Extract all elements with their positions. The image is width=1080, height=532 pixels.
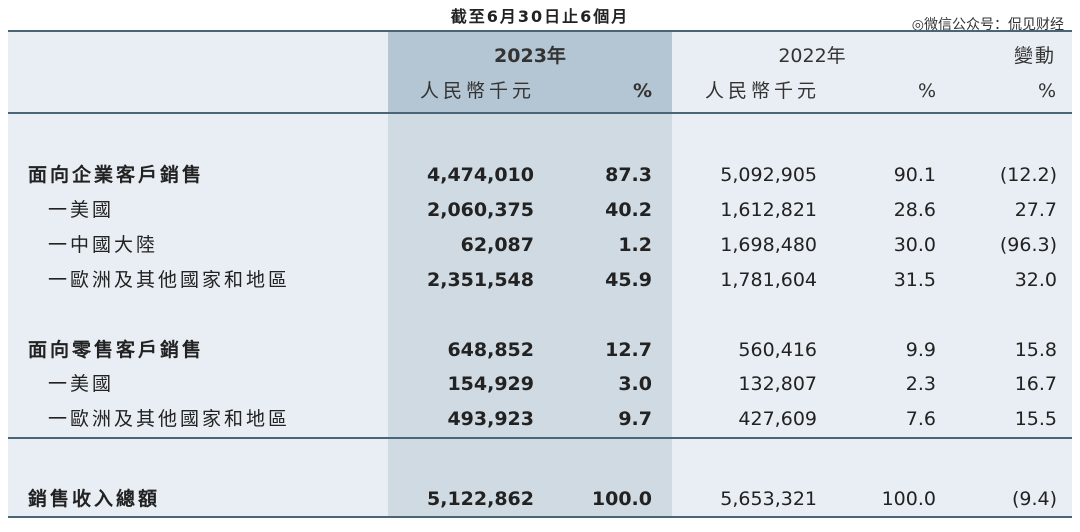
header-change: 變動 [1013,45,1056,67]
watermark-text: ◎微信公众号：侃见财经 [912,14,1064,34]
total-value-2022: 5,653,321 [720,488,817,510]
total-pct-2022: 100.0 [881,488,936,510]
total-label: 銷售收入總額 [28,488,161,510]
value-2022: 5,092,905 [720,164,817,186]
total-change-pct: (9.4) [1011,488,1057,510]
total-pct-2023: 100.0 [591,488,652,510]
value-2023: 493,923 [447,408,534,430]
pct-2022: 90.1 [893,164,936,186]
period-title: 截至6月30日止6個月 [450,7,630,26]
value-2022: 132,807 [738,373,817,395]
row-label: 面向企業客戶銷售 [28,164,205,186]
value-2022: 1,612,821 [720,199,817,221]
pct-2023: 45.9 [605,269,652,291]
value-2023: 4,474,010 [427,164,534,186]
value-2022: 1,698,480 [720,234,817,256]
pct-2023: 40.2 [605,199,652,221]
total-rule [8,437,1072,439]
pct-2023: 3.0 [618,373,652,395]
pct-2022: 9.9 [905,339,936,361]
value-2023: 2,060,375 [427,199,534,221]
change-pct: (12.2) [999,164,1057,186]
watermark-label: 微信公众号：侃见财经 [924,17,1064,33]
total-value-2023: 5,122,862 [427,488,534,510]
header-year-2022: 2022年 [778,45,846,67]
header-pct-2023: % [632,80,652,102]
bottom-rule [8,516,1072,518]
value-2023: 154,929 [447,373,534,395]
pct-2023: 1.2 [618,234,652,256]
change-pct: 16.7 [1014,373,1057,395]
row-label: 一歐洲及其他國家和地區 [48,269,291,291]
pct-2022: 31.5 [893,269,936,291]
change-pct: 27.7 [1014,199,1057,221]
pct-2022: 30.0 [893,234,936,256]
header-pct-change: % [1037,80,1056,102]
value-2022: 560,416 [738,339,817,361]
value-2022: 427,609 [738,408,817,430]
top-rule [8,30,1072,32]
header-pct-2022: % [917,80,936,102]
watermark-icon: ◎ [911,17,924,33]
value-2023: 62,087 [460,234,534,256]
pct-2023: 12.7 [605,339,652,361]
row-label: 一中國大陸 [48,234,159,256]
change-pct: (96.3) [999,234,1057,256]
pct-2023: 9.7 [618,408,652,430]
value-2023: 2,351,548 [427,269,534,291]
change-pct: 32.0 [1014,269,1057,291]
row-label: 一美國 [48,373,115,395]
row-label: 一歐洲及其他國家和地區 [48,408,291,430]
header-year-2023: 2023年 [494,45,566,67]
header-2023-shade [388,30,672,112]
value-2023: 648,852 [447,339,534,361]
change-pct: 15.8 [1014,339,1057,361]
pct-2022: 2.3 [905,373,936,395]
header-rule [8,112,1072,114]
header-currency-2022: 人民幣千元 [705,80,821,102]
row-label: 一美國 [48,199,115,221]
change-pct: 15.5 [1014,408,1057,430]
header-currency-2023: 人民幣千元 [420,80,536,102]
pct-2023: 87.3 [605,164,652,186]
pct-2022: 7.6 [905,408,936,430]
pct-2022: 28.6 [893,199,936,221]
value-2022: 1,781,604 [720,269,817,291]
row-label: 面向零售客戶銷售 [28,339,205,361]
